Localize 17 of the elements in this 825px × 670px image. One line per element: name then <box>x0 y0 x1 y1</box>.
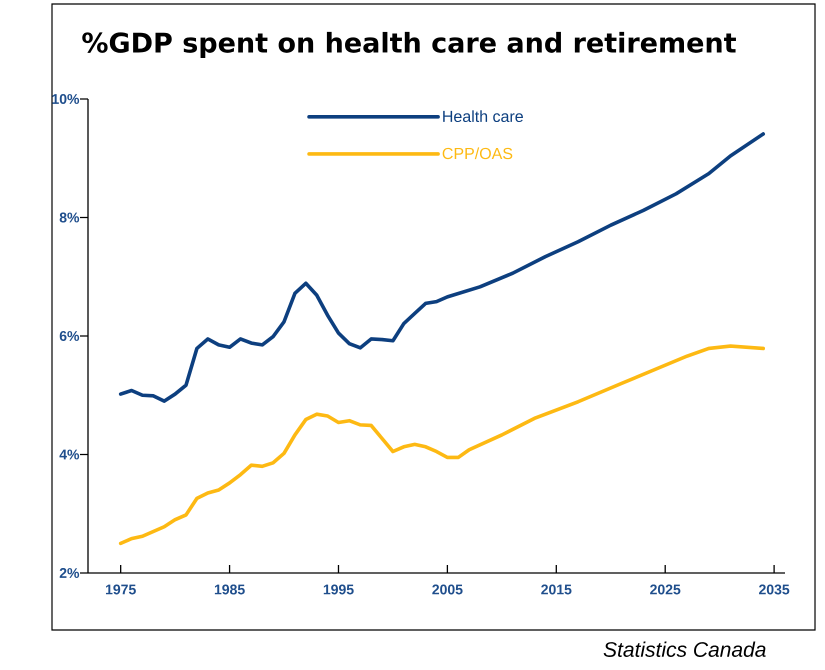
text: CPP/OAS <box>442 147 512 160</box>
x-tick-label: 2035 <box>759 584 790 594</box>
x-tick-label: 1985 <box>214 584 245 594</box>
text: Health care <box>443 110 523 122</box>
y-tick-label: 8% <box>60 212 80 222</box>
chart-title: %GDP spent on health care and retirement <box>82 32 736 58</box>
y-tick-label: 2% <box>60 568 80 578</box>
text: Statistics Canada <box>604 642 766 657</box>
line-series <box>118 344 766 546</box>
y-tick-label: 6% <box>60 331 80 341</box>
x-tick-label: 2015 <box>541 584 572 594</box>
x-tick-label: 2025 <box>650 584 680 594</box>
x-tick-label: 2005 <box>432 584 463 594</box>
x-tick-label: 1975 <box>106 584 136 594</box>
y-tick-label: 4% <box>59 450 80 460</box>
line-series <box>118 132 766 403</box>
x-tick-label: 1995 <box>324 584 354 594</box>
